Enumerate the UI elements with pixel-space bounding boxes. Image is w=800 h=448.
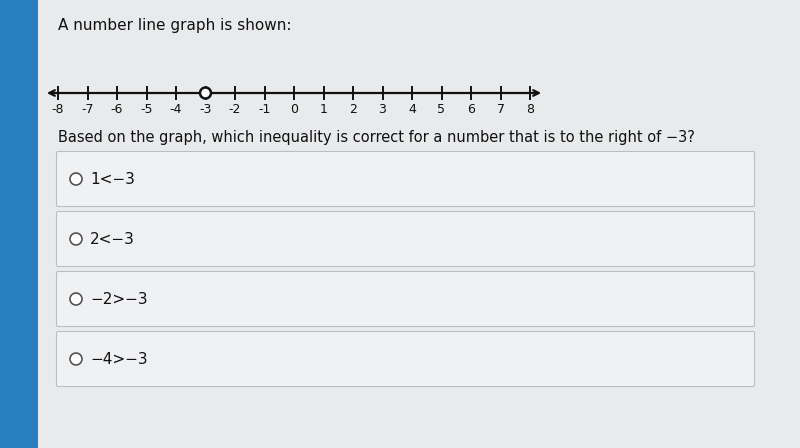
Text: -3: -3 — [199, 103, 212, 116]
Text: 1<−3: 1<−3 — [90, 172, 135, 186]
Text: Based on the graph, which inequality is correct for a number that is to the righ: Based on the graph, which inequality is … — [58, 130, 695, 145]
Text: -2: -2 — [229, 103, 241, 116]
Text: -5: -5 — [140, 103, 153, 116]
FancyBboxPatch shape — [57, 332, 754, 387]
Circle shape — [70, 233, 82, 245]
Text: 8: 8 — [526, 103, 534, 116]
FancyBboxPatch shape — [57, 211, 754, 267]
Text: −4>−3: −4>−3 — [90, 352, 148, 366]
Circle shape — [200, 87, 211, 99]
Text: 6: 6 — [467, 103, 475, 116]
Text: 2: 2 — [349, 103, 357, 116]
Text: 3: 3 — [378, 103, 386, 116]
Text: -6: -6 — [111, 103, 123, 116]
Text: A number line graph is shown:: A number line graph is shown: — [58, 18, 291, 33]
FancyBboxPatch shape — [57, 151, 754, 207]
Circle shape — [70, 173, 82, 185]
Text: -1: -1 — [258, 103, 270, 116]
Text: 2<−3: 2<−3 — [90, 232, 135, 246]
Text: 7: 7 — [497, 103, 505, 116]
Text: 0: 0 — [290, 103, 298, 116]
Text: −2>−3: −2>−3 — [90, 292, 148, 306]
Text: 4: 4 — [408, 103, 416, 116]
Text: -8: -8 — [52, 103, 64, 116]
FancyBboxPatch shape — [57, 271, 754, 327]
Bar — [0, 0, 38, 448]
Text: 5: 5 — [438, 103, 446, 116]
Text: 1: 1 — [319, 103, 327, 116]
Circle shape — [70, 293, 82, 305]
Circle shape — [70, 353, 82, 365]
Text: -4: -4 — [170, 103, 182, 116]
Text: -7: -7 — [82, 103, 94, 116]
